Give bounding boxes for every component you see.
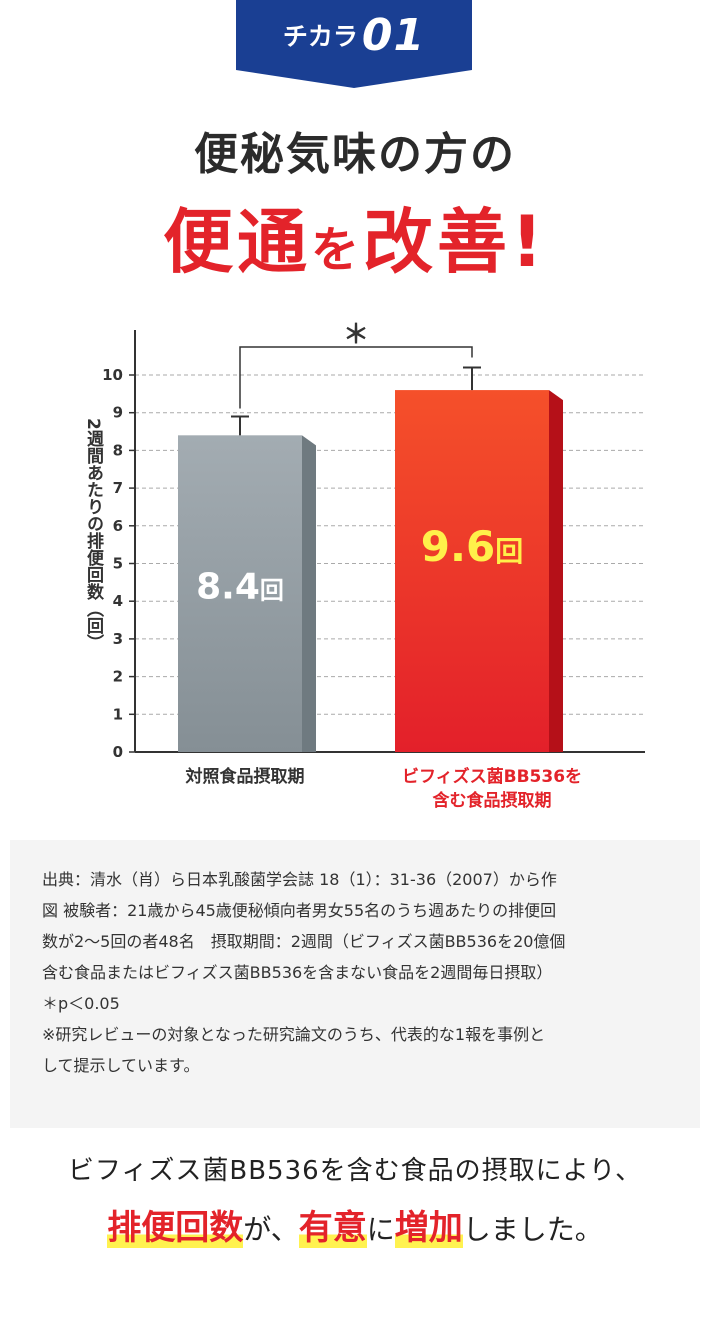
y-tick-label: 4 — [113, 592, 123, 610]
badge-label: チカラ 01 — [236, 0, 472, 70]
bar-side-treatment — [549, 390, 563, 752]
badge-word: チカラ — [282, 22, 358, 51]
source-line: して提示しています。 — [42, 1056, 200, 1075]
source-line: ※研究レビューの対象となった研究論文のうち、代表的な1報を事例と — [42, 1025, 546, 1044]
significance-mark: ＊ — [343, 320, 369, 350]
headline-particle: を — [311, 222, 364, 278]
bar-treatment — [395, 390, 549, 752]
significance-bracket — [239, 346, 473, 409]
summary-line1: ビフィズス菌BB536を含む食品の摂取により、 — [67, 1156, 643, 1186]
summary-text: が、 — [243, 1213, 299, 1246]
bars — [178, 346, 563, 752]
y-tick-label: 5 — [113, 555, 123, 573]
summary-line2: 排便回数が、有意に増加しました。 — [0, 1200, 710, 1249]
bar-data-label: 9.6回 — [421, 522, 523, 571]
y-tick-label: 10 — [102, 366, 123, 384]
y-tick-label: 1 — [113, 705, 123, 723]
source-note: 出典：清水（肖）ら日本乳酸菌学会誌 18（1）：31-36（2007）から作 図… — [10, 840, 700, 1128]
badge-notch-shape — [236, 70, 472, 88]
y-tick-label: 0 — [113, 743, 123, 761]
headline-benefit-b: 改善! — [363, 201, 547, 283]
headline-benefit-a: 便通 — [163, 201, 312, 283]
highlight-increase: 増加 — [394, 1208, 463, 1248]
headline-line2: 便通を改善! — [0, 186, 710, 287]
highlight-significant: 有意 — [298, 1208, 367, 1248]
badge-number: 01 — [361, 9, 426, 61]
y-tick-label: 2 — [113, 668, 123, 686]
summary-text: しました。 — [462, 1213, 603, 1246]
bar-value: 8.4 — [196, 567, 260, 608]
y-tick-label: 6 — [113, 517, 123, 535]
source-line: 出典：清水（肖）ら日本乳酸菌学会誌 18（1）：31-36（2007）から作 — [42, 870, 557, 889]
y-tick-label: 7 — [113, 479, 123, 497]
y-tick-label: 9 — [113, 404, 123, 422]
source-line: 数が2〜5回の者48名 摂取期間：2週間（ビフィズス菌BB536を20億個 — [42, 932, 566, 951]
source-line: 図 被験者：21歳から45歳便秘傾向者男女55名のうち週あたりの排便回 — [42, 901, 557, 920]
feature-badge — [236, 0, 472, 70]
category-label: ビフィズス菌BB536を — [402, 766, 582, 787]
category-label: 含む食品摂取期 — [433, 790, 552, 811]
y-tick-label: 3 — [113, 630, 123, 648]
category-label: 対照食品摂取期 — [185, 766, 305, 787]
y-tick-label: 8 — [113, 441, 123, 459]
source-line: ＊p＜0.05 — [42, 994, 120, 1013]
summary-text: に — [366, 1213, 395, 1246]
headline-line1: 便秘気味の方の — [194, 129, 516, 180]
bar-side-control — [302, 435, 316, 752]
bar-value: 9.6 — [421, 522, 495, 571]
y-axis-label: 2週間あたりの排便回数（回） — [83, 418, 104, 651]
highlight-defecation-count: 排便回数 — [107, 1208, 244, 1248]
bar-unit: 回 — [260, 577, 284, 605]
bar-unit: 回 — [495, 535, 523, 568]
bar-data-label: 8.4回 — [196, 567, 284, 608]
source-line: 含む食品またはビフィズス菌BB536を含まない食品を2週間毎日摂取） — [42, 963, 553, 982]
bar-control — [178, 435, 302, 752]
